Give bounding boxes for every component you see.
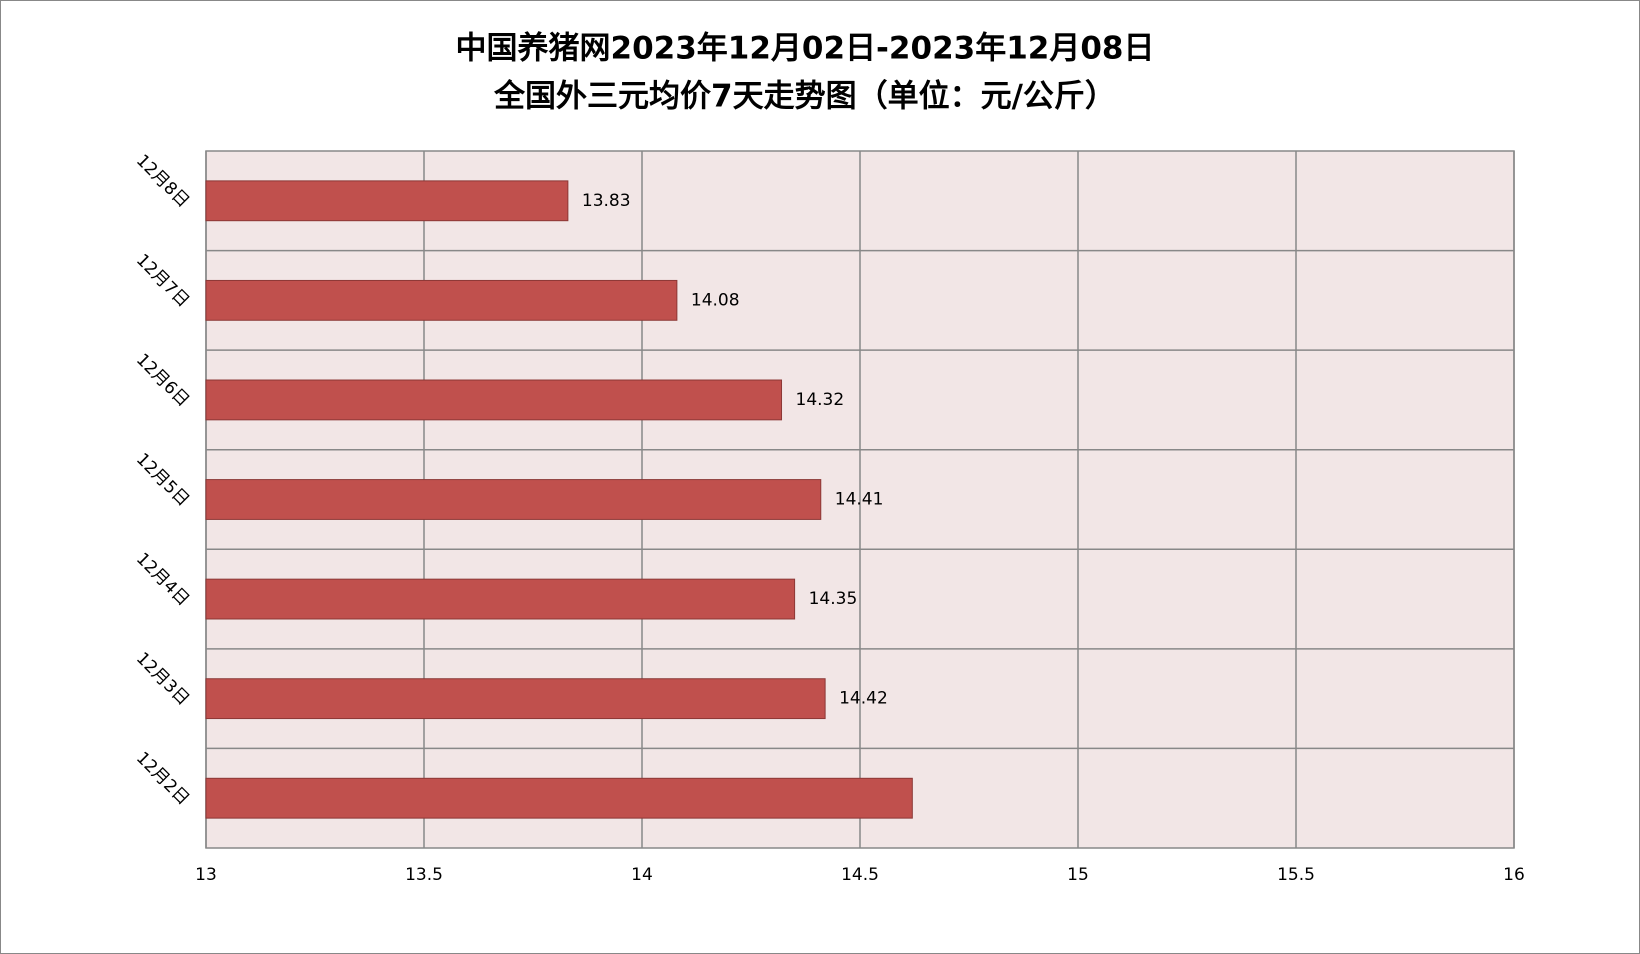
data-label: 14.41 <box>835 490 884 510</box>
data-label: 14.08 <box>691 290 740 310</box>
bar <box>205 578 796 620</box>
data-label: 13.83 <box>582 191 631 211</box>
bar <box>205 777 913 819</box>
x-tick-label: 13 <box>195 865 217 885</box>
x-tick-label: 16 <box>1503 865 1525 885</box>
data-label: 14.35 <box>809 589 858 609</box>
x-tick-label: 14.5 <box>841 865 879 885</box>
x-tick-label: 15 <box>1067 865 1089 885</box>
x-tick-label: 15.5 <box>1277 865 1315 885</box>
bar <box>205 279 678 321</box>
bar <box>205 678 826 720</box>
bar <box>205 180 569 222</box>
bar <box>205 479 822 520</box>
x-tick-label: 13.5 <box>405 865 443 885</box>
x-tick-label: 14 <box>631 865 653 885</box>
chart-title: 全国外三元均价7天走势图（单位：元/公斤） <box>493 79 1116 115</box>
chart-title: 中国养猪网2023年12月02日-2023年12月08日 <box>456 31 1155 67</box>
data-label: 14.32 <box>796 390 845 410</box>
bar <box>205 379 783 421</box>
data-label: 14.42 <box>839 689 888 709</box>
